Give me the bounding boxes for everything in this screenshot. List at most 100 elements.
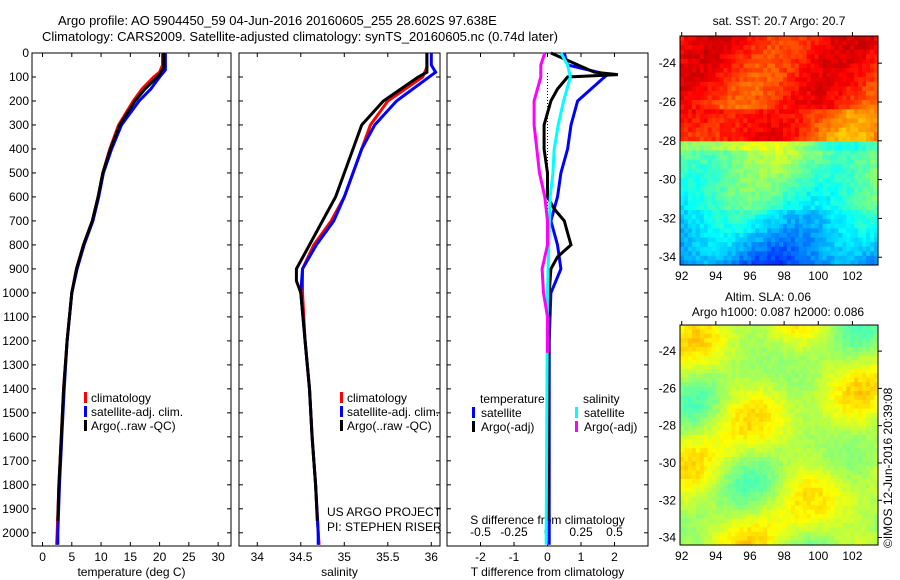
map-cell (850, 338, 855, 344)
map-cell (834, 223, 839, 229)
map-cell (846, 514, 851, 520)
map-cell (759, 338, 764, 344)
map-cell (759, 210, 764, 216)
map-cell (874, 255, 879, 261)
map-cell (874, 514, 879, 520)
map-cell (715, 95, 721, 101)
map-cell (802, 54, 808, 60)
map-cell (806, 260, 812, 266)
map-cell (866, 182, 871, 188)
map-cell (743, 260, 748, 266)
map-cell (870, 237, 875, 243)
y-tick-label: 600 (9, 190, 29, 204)
map-cell (862, 443, 867, 449)
map-cell (783, 395, 788, 401)
map-cell (759, 58, 764, 65)
x-tick-label: 5 (68, 550, 75, 564)
map-cell (727, 496, 733, 502)
map-cell (858, 470, 863, 476)
map-cell (715, 205, 721, 211)
map-cell (838, 421, 843, 427)
map-cell (699, 95, 705, 101)
map-cell (806, 501, 812, 506)
map-cell (751, 386, 756, 392)
map-cell (806, 191, 812, 197)
map-cell (699, 404, 705, 410)
map-cell (747, 159, 752, 165)
map-cell (731, 205, 737, 211)
map-cell (695, 168, 701, 174)
map-cell (826, 492, 832, 498)
map-cell (771, 123, 776, 129)
map-cell (707, 68, 713, 74)
map-cell (810, 421, 816, 427)
map-cell (854, 457, 859, 462)
map-cell (723, 100, 729, 106)
map-cell (779, 417, 784, 423)
map-cell (755, 45, 760, 51)
map-cell (680, 113, 685, 120)
map-cell (727, 391, 733, 396)
map-cell (727, 58, 733, 65)
map-cell (779, 377, 784, 383)
map-cell (715, 342, 721, 348)
map-cell (735, 58, 740, 65)
map-cell (703, 483, 709, 489)
map-cell (711, 329, 717, 335)
map-cell (826, 145, 832, 152)
map-cell (755, 214, 760, 220)
map-cell (834, 457, 839, 462)
map-cell (743, 210, 748, 216)
map-cell (866, 232, 871, 239)
map-cell (870, 399, 875, 405)
map-cell (810, 483, 816, 489)
map-cell (763, 421, 768, 427)
map-cell (779, 395, 784, 401)
map-cell (755, 514, 760, 520)
map-cell (790, 329, 796, 335)
map-cell (838, 210, 843, 216)
map-cell (711, 430, 717, 436)
map-cell (739, 501, 744, 506)
map-cell (715, 251, 721, 257)
map-cell (810, 196, 816, 202)
map-cell (858, 132, 863, 138)
map-cell (790, 40, 796, 46)
map-cell (870, 373, 875, 379)
map-cell (783, 391, 788, 396)
map-cell (687, 377, 693, 383)
map-cell (854, 68, 859, 74)
map-cell (818, 474, 824, 480)
map-cell (695, 68, 701, 74)
map-cell (850, 443, 855, 449)
map-cell (838, 514, 843, 520)
y-tick-label: 0 (22, 46, 29, 60)
map-cell (687, 325, 693, 330)
map-cell (874, 68, 879, 74)
map-cell (691, 421, 697, 427)
map-cell (826, 483, 832, 489)
map-cell (719, 347, 725, 352)
map-cell (759, 72, 764, 78)
map-cell (767, 479, 772, 484)
map-cell (826, 347, 832, 352)
map-cell (794, 58, 800, 65)
map-cell (846, 501, 851, 506)
map-cell (747, 443, 752, 449)
map-cell (874, 439, 879, 445)
map-cell (715, 132, 721, 138)
map-cell (719, 145, 725, 152)
map-cell (810, 474, 816, 480)
map-cell (830, 404, 836, 410)
map-cell (727, 81, 733, 87)
map-cell (786, 45, 792, 51)
map-cell (687, 104, 693, 110)
map-cell (870, 347, 875, 352)
map-cell (695, 237, 701, 243)
map-cell (838, 100, 843, 106)
map-cell (870, 182, 875, 188)
map-cell (830, 58, 836, 65)
map-cell (747, 505, 752, 511)
map-cell (806, 123, 812, 129)
map-cell (822, 452, 828, 458)
